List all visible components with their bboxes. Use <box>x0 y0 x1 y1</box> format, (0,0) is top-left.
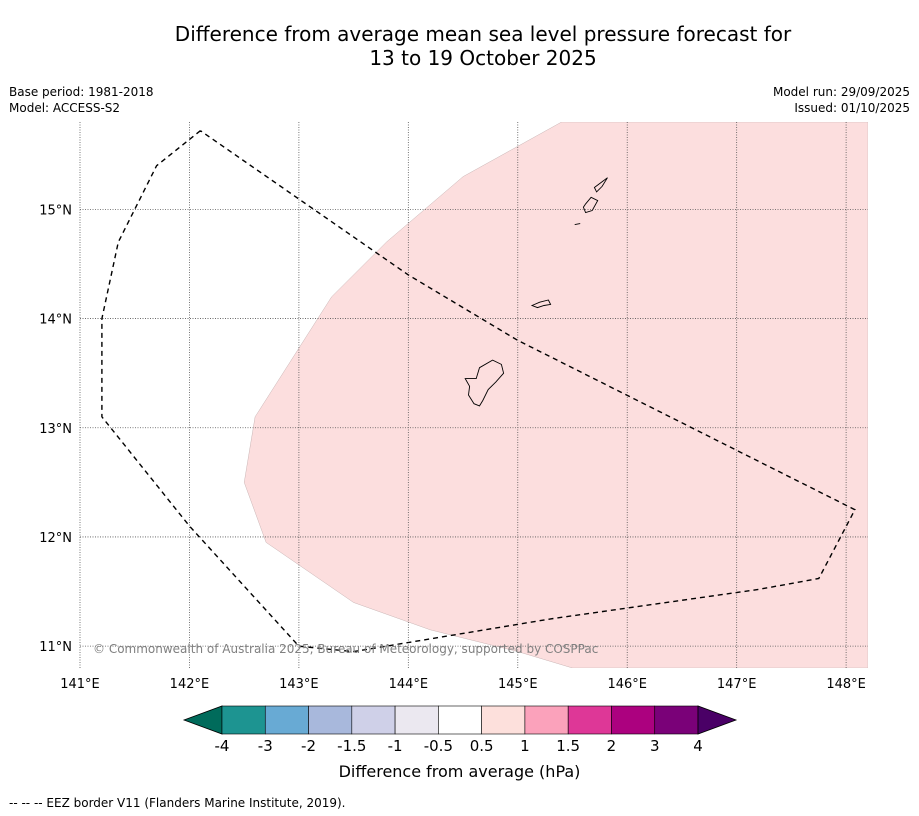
title-line-2: 13 to 19 October 2025 <box>369 46 597 70</box>
island-outline <box>530 299 552 309</box>
colorbar-bin <box>221 705 266 735</box>
colorbar-extend-high <box>697 705 738 735</box>
eez-layer <box>101 130 856 653</box>
colorbar-bin <box>567 705 612 735</box>
forecast-map: 141°E 142°E 143°E 144°E 145°E 146°E 147°E 148°E… <box>39 122 868 755</box>
lon-tick-label: 143°E <box>279 677 319 692</box>
lat-tick-label: 13°N <box>39 422 72 437</box>
meta-right: Model run: 29/09/2025 Issued: 01/10/2025 <box>773 84 910 116</box>
model-run: Model run: 29/09/2025 <box>772 85 910 99</box>
island-outline <box>464 359 505 407</box>
colorbar-tick-label: -1 <box>388 737 403 755</box>
copyright-text: © Commonwealth of Australia 2025, Bureau… <box>93 642 598 656</box>
island-outline <box>574 223 581 226</box>
lon-tick-label: 148°E <box>826 677 866 692</box>
lat-tick-label: 15°N <box>39 203 72 218</box>
colorbar-bin <box>308 705 353 735</box>
lat-tick-label: 12°N <box>39 531 72 546</box>
meta-left: Base period: 1981-2018 Model: ACCESS-S2 <box>9 84 154 116</box>
colorbar-bin <box>394 705 439 735</box>
colorbar-bin <box>481 705 526 735</box>
colorbar-bin <box>654 705 699 735</box>
lon-tick-label: 147°E <box>717 677 757 692</box>
issued-date: Issued: 01/10/2025 <box>794 101 910 115</box>
colorbar-bin <box>351 705 396 735</box>
colorbar-tick-label: 2 <box>607 737 617 755</box>
lat-tick-label: 11°N <box>39 640 72 655</box>
colorbar-label: Difference from average (hPa) <box>338 762 581 781</box>
graticule <box>79 122 868 668</box>
anomaly-region-0.5-to-1 <box>243 122 868 668</box>
colorbar-tick-label: -4 <box>215 737 230 755</box>
islands <box>464 177 608 407</box>
colorbar-bin <box>611 705 656 735</box>
chart-title: Difference from average mean sea level p… <box>0 22 919 70</box>
colorbar-tick-label: 1 <box>520 737 530 755</box>
colorbar-extend-low <box>182 705 223 735</box>
model-name: Model: ACCESS-S2 <box>9 101 121 115</box>
colorbar-bin <box>524 705 569 735</box>
base-period: Base period: 1981-2018 <box>9 85 154 99</box>
colorbar-tick-label: -3 <box>258 737 273 755</box>
island-outline <box>582 196 599 214</box>
eez-border <box>101 130 856 653</box>
colorbar: -4 -3 -2 -1.5 -1 -0.5 0.5 1 1.5 2 3 4 <box>182 705 738 755</box>
footer-eez-note: -- -- -- EEZ border V11 (Flanders Marine… <box>9 796 346 810</box>
colorbar-tick-label: -1.5 <box>337 737 366 755</box>
island-outline <box>593 177 608 193</box>
lon-tick-label: 145°E <box>498 677 538 692</box>
colorbar-bin <box>438 705 482 735</box>
colorbar-tick-label: 1.5 <box>556 737 580 755</box>
colorbar-tick-label: 4 <box>693 737 703 755</box>
lon-tick-label: 141°E <box>60 677 100 692</box>
lon-tick-label: 142°E <box>170 677 210 692</box>
lon-tick-label: 146°E <box>607 677 647 692</box>
colorbar-tick-label: 0.5 <box>470 737 494 755</box>
axis-ticks: 141°E 142°E 143°E 144°E 145°E 146°E 147°E 148°E… <box>39 203 866 692</box>
colorbar-tick-label: -0.5 <box>424 737 453 755</box>
colorbar-tick-label: 3 <box>650 737 660 755</box>
anomaly-layer <box>243 122 868 668</box>
lat-tick-label: 14°N <box>39 313 72 328</box>
colorbar-bin <box>264 705 309 735</box>
lon-tick-label: 144°E <box>389 677 429 692</box>
title-line-1: Difference from average mean sea level p… <box>174 22 792 46</box>
colorbar-tick-label: -2 <box>301 737 316 755</box>
